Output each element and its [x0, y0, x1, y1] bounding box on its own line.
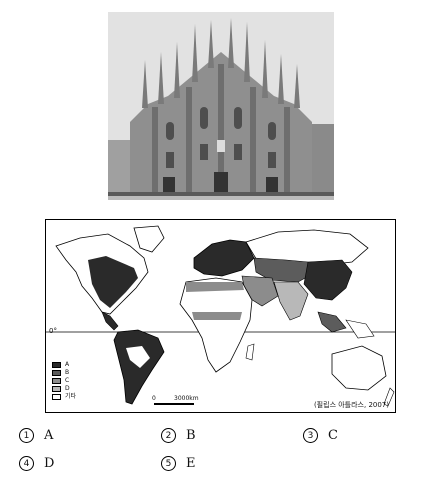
choice-text: B [186, 428, 196, 443]
map-legend: A B C D 기타 [52, 361, 76, 401]
answer-choices: 1 A 2 B 3 C 4 D 5 E [19, 428, 419, 482]
choice-text: D [44, 456, 55, 471]
choice-text: A [44, 428, 54, 443]
choice-3[interactable]: 3 C [303, 428, 338, 443]
legend-label: B [65, 369, 70, 376]
choice-number: 4 [19, 456, 34, 471]
scale-zero: 0 [152, 395, 156, 402]
choice-number: 1 [19, 428, 34, 443]
legend-label: D [65, 385, 70, 392]
legend-swatch [52, 386, 61, 392]
legend-item: D [52, 385, 76, 393]
equator-label: 0° [49, 327, 57, 335]
cathedral-photo [108, 12, 334, 200]
choice-4[interactable]: 4 D [19, 456, 54, 471]
choice-number: 2 [161, 428, 176, 443]
legend-swatch [52, 378, 61, 384]
legend-swatch [52, 370, 61, 376]
scale-distance: 3000km [174, 395, 199, 402]
legend-item: A [52, 361, 76, 369]
legend-swatch [52, 394, 61, 400]
scale-bar [154, 403, 194, 405]
choice-text: C [328, 428, 338, 443]
choice-number: 5 [161, 456, 176, 471]
cathedral-illustration [108, 12, 334, 200]
choice-5[interactable]: 5 E [161, 456, 196, 471]
legend-item: C [52, 377, 76, 385]
choice-1[interactable]: 1 A [19, 428, 53, 443]
map-source: (필립스 아틀라스, 2007) [313, 401, 389, 409]
legend-swatch [52, 362, 61, 368]
choice-number: 3 [303, 428, 318, 443]
legend-item: B [52, 369, 76, 377]
world-map: 0° A B C D 기타 0 3000km (필립스 아틀라스, 2007) [45, 219, 396, 413]
legend-label: C [65, 377, 70, 384]
legend-item: 기타 [52, 393, 76, 401]
legend-label: 기타 [65, 393, 77, 400]
choice-text: E [186, 456, 196, 471]
choice-2[interactable]: 2 B [161, 428, 196, 443]
map-illustration [46, 225, 395, 407]
legend-label: A [65, 361, 70, 368]
